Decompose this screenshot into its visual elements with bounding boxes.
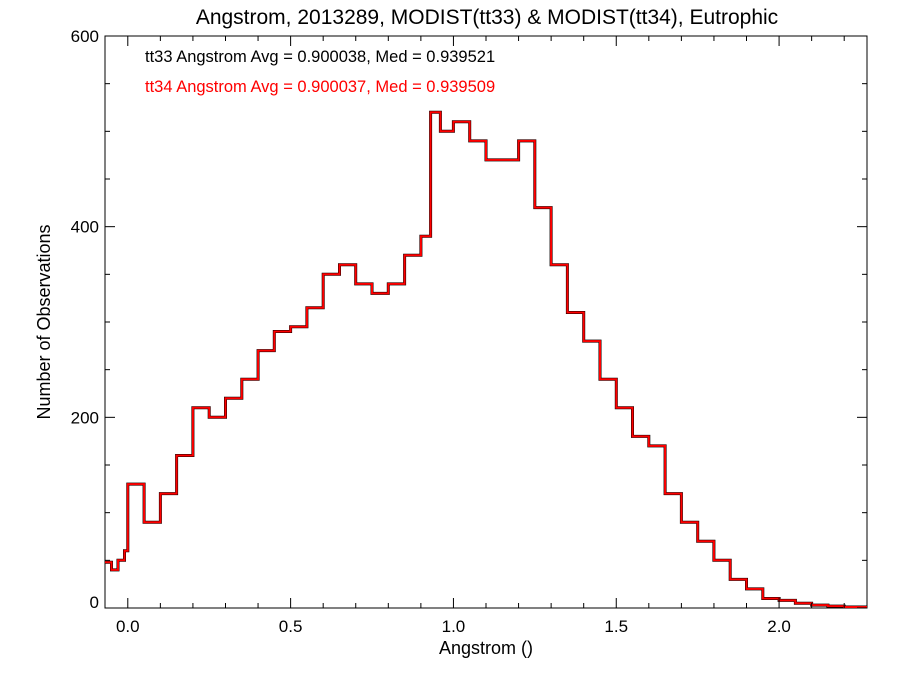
y-axis-label: Number of Observations [34,224,54,419]
y-tick-label: 400 [71,218,99,237]
x-tick-label: 2.0 [767,617,791,636]
y-axis: 0 200 400 600 [71,27,867,612]
x-axis: 0.0 0.5 1.0 1.5 2.0 [116,36,845,636]
series-layer [105,110,867,609]
chart-title: Angstrom, 2013289, MODIST(tt33) & MODIST… [196,6,778,29]
series-line-0 [105,110,867,609]
x-tick-label: 1.0 [442,617,466,636]
annotation-tt34: tt34 Angstrom Avg = 0.900037, Med = 0.93… [145,78,495,96]
annotation-tt33: tt33 Angstrom Avg = 0.900038, Med = 0.93… [145,48,495,66]
y-tick-label: 200 [71,408,99,427]
series-line-1 [105,111,867,608]
y-tick-label: 0 [90,593,99,612]
x-axis-label: Angstrom () [439,638,533,658]
plot-area [104,35,868,609]
x-tick-label: 0.0 [116,617,140,636]
x-tick-label: 1.5 [604,617,628,636]
plot-frame [104,35,868,609]
x-tick-label: 0.5 [279,617,303,636]
y-tick-label: 600 [71,27,99,46]
